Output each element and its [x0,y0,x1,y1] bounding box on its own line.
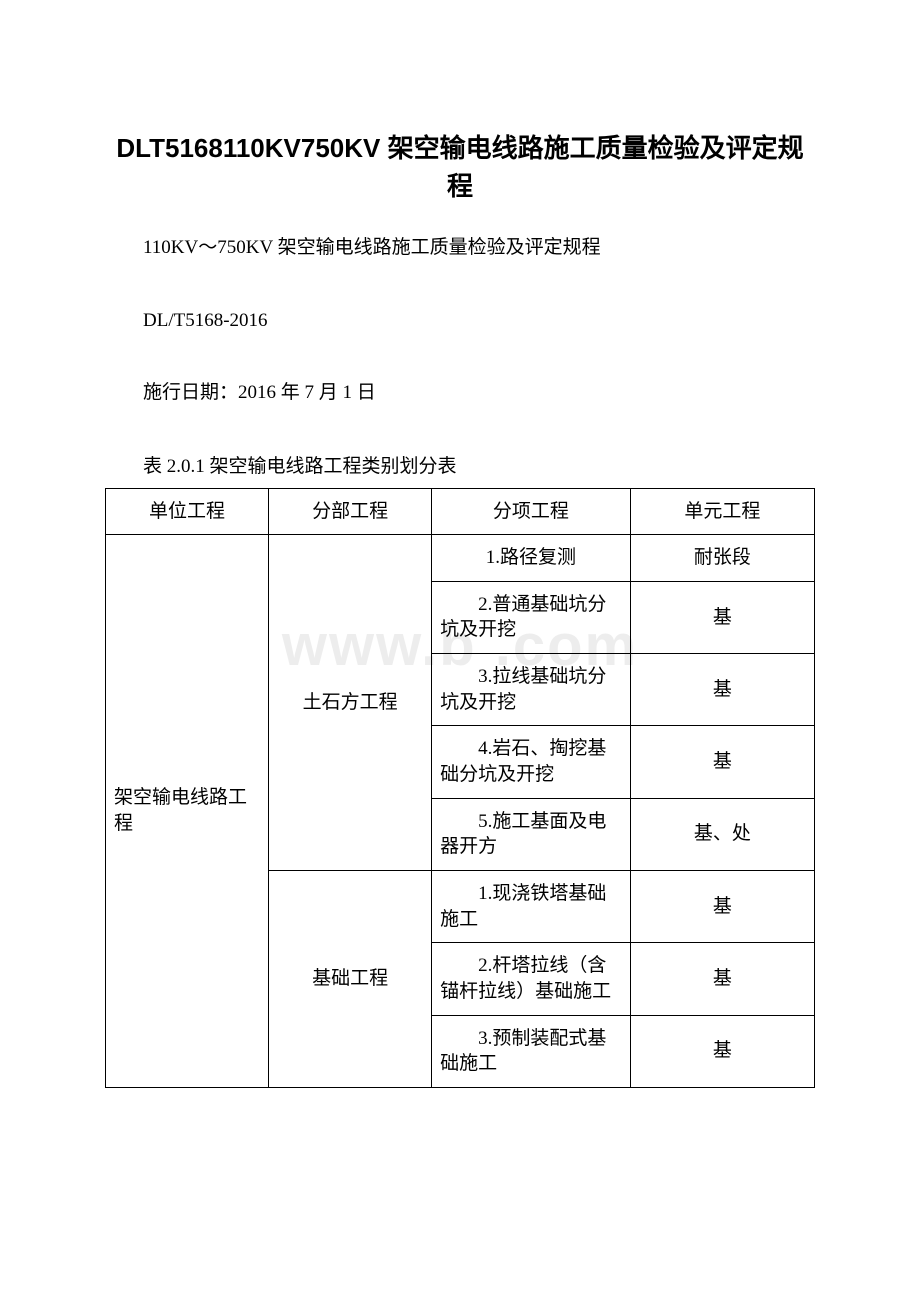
cell-item: 1.路径复测 [432,535,631,582]
cell-unit: 基 [630,581,814,653]
cell-unit: 基 [630,654,814,726]
cell-unit-project: 架空输电线路工程 [106,535,269,1088]
page-container: DLT5168110KV750KV 架空输电线路施工质量检验及评定规程 110K… [0,0,920,1148]
cell-unit: 基 [630,943,814,1015]
cell-item: 5.施工基面及电器开方 [432,798,631,870]
header-subpart-project: 分部工程 [269,488,432,535]
cell-item: 3.拉线基础坑分坑及开挖 [432,654,631,726]
classification-table: 单位工程 分部工程 分项工程 单元工程 架空输电线路工程 土石方工程 1.路径复… [105,488,815,1088]
header-element-project: 单元工程 [630,488,814,535]
cell-unit: 基、处 [630,798,814,870]
cell-unit: 基 [630,1015,814,1087]
cell-unit: 耐张段 [630,535,814,582]
cell-subpart-earthwork: 土石方工程 [269,535,432,871]
paragraph-standard-code: DL/T5168-2016 [105,306,815,336]
cell-subpart-foundation: 基础工程 [269,870,432,1087]
paragraph-effective-date: 施行日期：2016 年 7 月 1 日 [105,378,815,408]
paragraph-subtitle: 110KV～750KV 架空输电线路施工质量检验及评定规程 [105,233,815,263]
cell-item: 4.岩石、掏挖基础分坑及开挖 [432,726,631,798]
document-title: DLT5168110KV750KV 架空输电线路施工质量检验及评定规程 [105,130,815,205]
cell-unit: 基 [630,726,814,798]
cell-item: 3.预制装配式基础施工 [432,1015,631,1087]
table-caption: 表 2.0.1 架空输电线路工程类别划分表 [105,451,815,478]
cell-unit: 基 [630,870,814,942]
cell-item: 2.普通基础坑分坑及开挖 [432,581,631,653]
cell-item: 2.杆塔拉线（含锚杆拉线）基础施工 [432,943,631,1015]
table-header-row: 单位工程 分部工程 分项工程 单元工程 [106,488,815,535]
header-unit-project: 单位工程 [106,488,269,535]
header-item-project: 分项工程 [432,488,631,535]
table-row: 架空输电线路工程 土石方工程 1.路径复测 耐张段 [106,535,815,582]
cell-item: 1.现浇铁塔基础施工 [432,870,631,942]
